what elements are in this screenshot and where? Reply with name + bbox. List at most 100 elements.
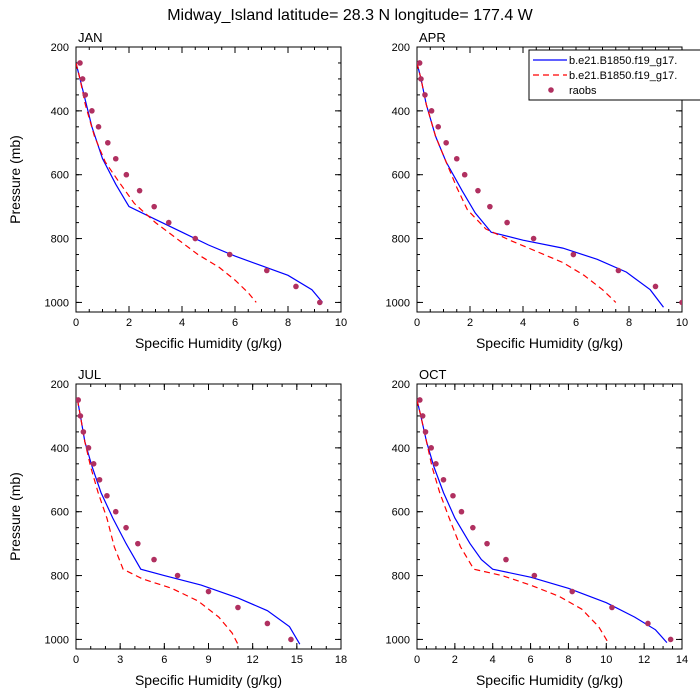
x-tick-label: 2 [452,654,458,666]
x-axis-title: Specific Humidity (g/kg) [476,335,623,351]
raobs-marker [417,397,423,403]
series-group [76,60,323,306]
raobs-marker [428,108,435,114]
panel-jul: JUL 0 3 6 9 12 15 18 200 400 600 800 1000 Specific Hu… [7,367,347,688]
raobs-marker [96,476,103,483]
y-tick-label: 800 [51,571,69,583]
y-tick-label: 600 [51,170,69,182]
x-tick-label: 0 [73,654,79,666]
plot-frame [75,46,342,313]
raobs-marker [419,413,426,419]
x-tick-label: 0 [73,317,79,329]
legend-marker [548,87,554,93]
raobs-marker [205,588,212,595]
x-tick-label: 6 [161,654,167,666]
raobs-marker [235,604,241,611]
y-tick-label: 1000 [386,634,410,646]
x-tick-label: 12 [638,654,650,666]
y-tick-label: 400 [392,443,410,455]
model-line-solid [76,62,323,303]
raobs-marker [82,92,89,98]
raobs-marker [89,108,95,114]
x-tick-label: 0 [414,317,420,329]
panel-oct: OCT 0 2 4 6 8 10 12 14 200 400 600 800 1000 Specific H… [386,367,689,688]
panel-label: JUL [78,367,101,382]
raobs-marker [443,139,449,146]
model-line-dashed [76,62,257,303]
raobs-marker [475,187,481,194]
raobs-marker [77,413,84,419]
y-tick-label: 200 [51,379,69,391]
raobs-marker [609,604,615,611]
raobs-marker [433,461,439,467]
x-tick-label: 6 [528,654,534,666]
x-tick-label: 10 [335,317,347,329]
raobs-marker [461,171,468,178]
raobs-marker [192,235,199,242]
raobs-marker [458,508,465,515]
raobs-marker [652,283,659,290]
raobs-marker [418,76,424,82]
raobs-marker [504,219,510,226]
y-tick-label: 800 [392,571,410,583]
raobs-marker [135,540,141,547]
figure-title: Midway_Island latitude= 28.3 N longitude… [167,7,533,24]
raobs-marker [165,219,172,226]
raobs-marker [440,476,447,483]
panel-apr: APR 0 2 4 6 8 10 200 400 600 800 1000 Specific Humid… [386,30,689,351]
raobs-marker [151,203,157,210]
x-tick-label: 4 [520,317,526,329]
raobs-marker [667,636,674,643]
raobs-marker [288,636,294,643]
raobs-marker [104,492,110,499]
raobs-marker [422,429,429,435]
y-tick-label: 200 [392,379,410,391]
y-tick-label: 1000 [45,634,69,646]
x-tick-label: 10 [676,317,688,329]
panel-label: APR [419,30,446,45]
raobs-marker [470,524,476,531]
raobs-marker [503,556,509,563]
x-tick-label: 14 [676,654,688,666]
raobs-marker [112,155,119,162]
x-tick-label: 3 [117,654,123,666]
series-group [76,397,301,645]
raobs-marker [453,155,460,162]
raobs-marker [484,540,490,547]
y-tick-label: 600 [392,507,410,519]
y-tick-label: 400 [51,106,69,118]
raobs-marker [264,267,270,274]
y-tick-label: 1000 [45,297,69,309]
model-line-dashed [417,399,609,643]
x-tick-label: 12 [247,654,259,666]
x-tick-label: 18 [335,654,347,666]
x-tick-label: 15 [291,654,303,666]
x-tick-label: 8 [565,654,571,666]
legend: b.e21.B1850.f19_g17. b.e21.B1850.f19_g17.… [528,49,700,101]
y-tick-label: 1000 [386,297,410,309]
raobs-marker [487,203,493,210]
y-tick-label: 200 [51,42,69,54]
x-tick-label: 4 [490,654,496,666]
raobs-marker [226,251,233,258]
x-axis-title: Specific Humidity (g/kg) [135,335,282,351]
plot-frame [416,383,683,650]
raobs-marker [112,508,119,515]
model-line-solid [417,399,668,643]
legend-label: b.e21.B1850.f19_g17. [569,70,677,82]
model-line-solid [76,399,301,645]
raobs-marker [645,620,651,627]
raobs-marker [679,299,682,306]
y-tick-label: 800 [392,234,410,246]
raobs-marker [174,572,181,579]
x-axis-title: Specific Humidity (g/kg) [135,672,282,688]
raobs-marker [570,251,577,258]
raobs-marker [136,187,143,194]
x-axis-title: Specific Humidity (g/kg) [476,672,623,688]
model-line-solid [417,62,664,308]
raobs-marker [105,139,111,146]
series-group [417,397,674,643]
y-tick-label: 600 [392,170,410,182]
